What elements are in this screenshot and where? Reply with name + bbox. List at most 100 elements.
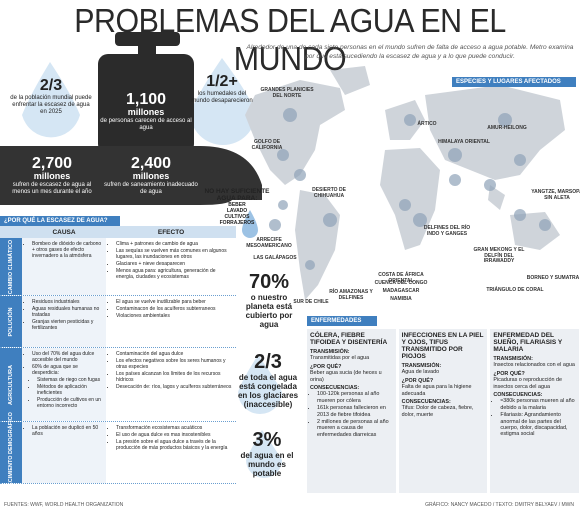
map-label: TRIÁNGULO DE CORAL [486, 287, 544, 293]
effect-item: El agua se vuelve inutilizable para bebe… [116, 299, 233, 305]
stat: 2,400 millones sufren de saneamiento inade… [102, 156, 200, 196]
section-label: ¿POR QUÉ? [493, 370, 525, 377]
need-item: BEBER [228, 202, 246, 208]
cause-item: Uso del 70% del agua dulce accesible del… [32, 351, 103, 363]
row-label: POLUCIÓN [8, 306, 14, 337]
row-label-box: CAMBIO CLIMÁTICO [0, 238, 22, 295]
cause-item: Aguas residuales humanas no tratadas [32, 306, 103, 318]
map-title: ESPECIES Y LUGARES AFECTADOS [452, 77, 576, 87]
cause-subitem: Producción de cultivos en un entorno inc… [37, 397, 103, 409]
section-text: Transmitidas por el agua [310, 355, 370, 362]
diseases: ENFERMEDADES CÓLERA, FIEBRE TIFOIDEA Y D… [307, 316, 580, 493]
faucet-body [98, 54, 194, 154]
effect-list: Clima + patrones de cambio de aguaLas se… [109, 241, 233, 280]
world-map [245, 66, 565, 300]
effect-cell: Contaminación del agua dulceLos efectos … [106, 348, 236, 421]
stat: 2/3 de la población mundial puede enfrent… [10, 78, 92, 116]
map-label: AMUR-HEILONG [487, 125, 527, 131]
section-text: Insectos relacionados con el agua [493, 362, 575, 369]
stat: 70% o nuestro planeta está cubierto por a… [238, 272, 300, 329]
cause-subitem: Sistemas de riego con fugas [37, 377, 103, 383]
cause-item: La población se duplicó en 50 años [32, 425, 103, 437]
section-label: CONSECUENCIAS: [401, 399, 451, 406]
effect-item: La presión sobre el agua dulce a través … [116, 439, 233, 451]
map-label: HIMALAYA ORIENTAL [438, 139, 490, 145]
stat-text: de personas carecen de acceso al agua [100, 118, 192, 131]
disease-title: INFECCIONES EN LA PIEL Y OJOS, TIFUS TRA… [401, 332, 484, 360]
effect-cell: Transformación ecosistemas acuáticosEl u… [106, 422, 236, 483]
stat-value: 3% [252, 429, 282, 451]
diseases-title: ENFERMEDADES [307, 316, 377, 326]
effect-item: Menos agua para: agricultura, generación… [116, 268, 233, 280]
stat: 3% del agua en el mundo es potable [238, 430, 296, 478]
faucet-handle [115, 32, 180, 46]
map-label: COSTA DE ÁFRICA ORIENTAL [378, 272, 424, 284]
section-label: CONSECUENCIAS: [493, 392, 543, 399]
section-bullet: ≈380k personas mueren al año debido a la… [500, 398, 576, 411]
stat-unit: millones [127, 107, 165, 117]
section-text: Agua de lavado [401, 369, 440, 376]
disease-title: CÓLERA, FIEBRE TIFOIDEA Y DISENTERÍA [310, 332, 388, 346]
map-label: BORNEO Y SUMATRA [526, 275, 580, 281]
cause-cell: La población se duplicó en 50 años [22, 422, 106, 483]
section-label: ¿POR QUÉ? [310, 363, 342, 370]
map-label: DELFINES DEL RÍO INDO Y GANGES [423, 225, 471, 237]
stat-text: de toda el agua está congelada en los gl… [237, 373, 299, 409]
intro: Alrededor de una de cada siete personas … [246, 44, 574, 60]
why-row: AGRICULTURA Uso del 70% del agua dulce ac… [0, 348, 236, 422]
stat-unit: millones [33, 171, 71, 181]
stat: 2/3 de toda el agua está congelada en los… [236, 352, 300, 409]
map-label: DESIERTO DE CHIHUAHUA [312, 187, 346, 199]
effect-item: Desecación de: ríos, lagos y acuíferos s… [116, 384, 233, 390]
stat-value: 2/3 [254, 351, 282, 373]
section-text: Picaduras o reproducción de insectos cer… [493, 377, 562, 390]
section-bullets: 100-120k personas al año mueren por cóle… [310, 391, 393, 438]
map-label: GRANDES PLANICIES DEL NORTE [260, 87, 314, 99]
effect-list: Contaminación del agua dulceLos efectos … [109, 351, 233, 390]
cause-item: Residuos industriales [32, 299, 103, 305]
not-enough: NO HAY SUFICIENTE AGUA PARA: BEBER LAVADO… [203, 188, 271, 226]
map-label: CUENCA DEL CONGO [374, 280, 428, 286]
not-enough-title: NO HAY SUFICIENTE AGUA PARA: [204, 188, 270, 202]
effect-item: Las sequías se vuelven más comunes en al… [116, 248, 233, 260]
cause-list: La población se duplicó en 50 años [25, 425, 103, 437]
why-row: CAMBIO CLIMÁTICO Bombeo de dióxido de car… [0, 238, 236, 296]
map-label: ARRECIFE MESOAMERICANO [246, 237, 292, 249]
effect-list: Transformación ecosistemas acuáticosEl u… [109, 425, 233, 451]
disease-column: INFECCIONES EN LA PIEL Y OJOS, TIFUS TRA… [398, 329, 488, 493]
stat-text: o nuestro planeta está cubierto por agua [245, 293, 293, 329]
disease-column: CÓLERA, FIEBRE TIFOIDEA Y DISENTERÍA TRAN… [307, 329, 396, 493]
map-label: RÍO AMAZONAS Y DELFINES [329, 289, 373, 301]
drop [242, 210, 258, 238]
row-label-box: AGRICULTURA [0, 348, 22, 421]
stat-text: de la población mundial puede enfrentar … [10, 95, 92, 115]
stat-text: sufren de saneamiento inadecuado de agua [104, 182, 198, 195]
cause-cell: Bombeo de dióxido de carbono + otros gas… [22, 238, 106, 295]
effect-list: El agua se vuelve inutilizable para bebe… [109, 299, 233, 319]
section-label: TRANSMISIÓN: [401, 363, 442, 369]
section-bullets: ≈380k personas mueren al año debido a la… [493, 398, 576, 437]
map-markers [269, 108, 551, 270]
title: PROBLEMAS DEL AGUA EN EL MUNDO [74, 2, 506, 77]
effect-cell: El agua se vuelve inutilizable para bebe… [106, 296, 236, 347]
need-item: LAVADO [226, 208, 248, 214]
map-label: LAS GALÁPAGOS [253, 255, 297, 261]
stat: 1/2+ los humedales del mundo desaparecier… [190, 74, 254, 105]
stat-text: del agua en el mundo es potable [240, 451, 294, 478]
section-label: CONSECUENCIAS: [310, 385, 360, 392]
stat-value: 2,700 [31, 155, 73, 172]
effect-item: Los países alcanzan los límites de los r… [116, 371, 233, 383]
drop [246, 430, 282, 478]
drop [22, 62, 80, 138]
cause-cell: Uso del 70% del agua dulce accesible del… [22, 348, 106, 421]
row-label-box: CRECIMIENTO DEMOGRÁFICO [0, 412, 22, 493]
row-label-box: POLUCIÓN [0, 296, 22, 347]
column-header: EFECTO [157, 228, 185, 236]
why-row: POLUCIÓN Residuos industrialesAguas resid… [0, 296, 236, 348]
disease-column: ENFERMEDAD DEL SUEÑO, FILARIASIS Y MALAR… [490, 329, 580, 493]
map-label: GOLFO DE CALIFORNIA [251, 139, 283, 151]
need-item: FORRAJEROS [219, 220, 255, 226]
row-label: AGRICULTURA [8, 364, 14, 405]
